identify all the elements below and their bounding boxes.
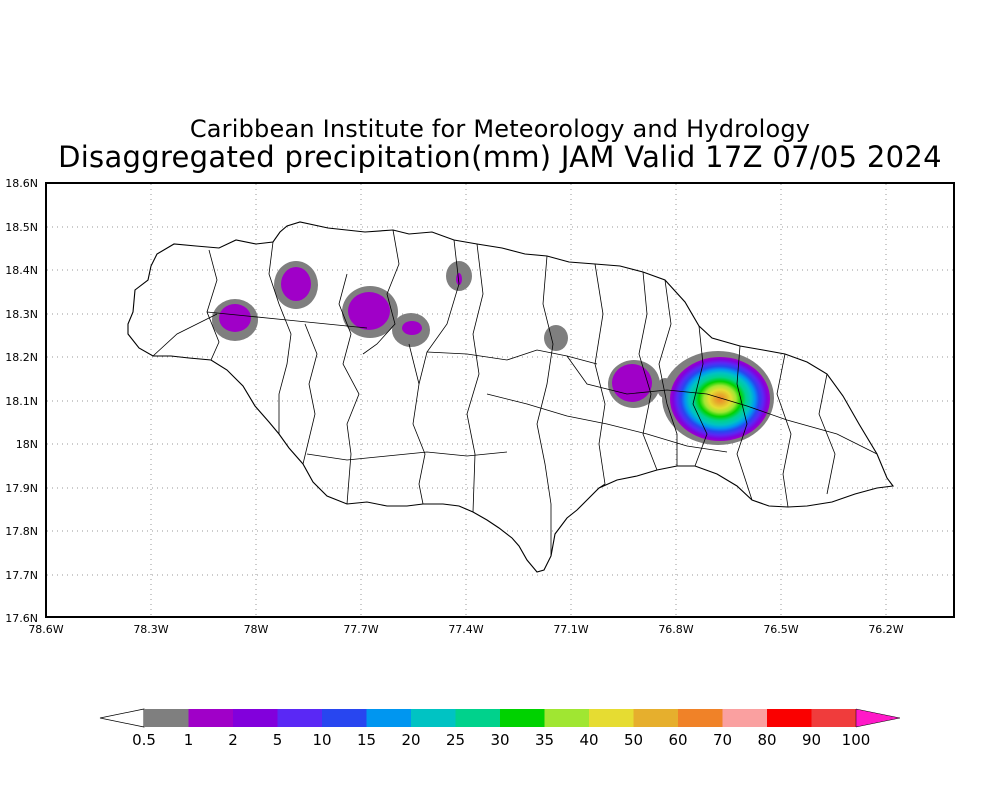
map-plot-area bbox=[45, 182, 955, 618]
colorbar-over-arrow bbox=[855, 708, 901, 728]
map-title: Disaggregated precipitation(mm) JAM Vali… bbox=[58, 140, 942, 174]
colorbar-swatch bbox=[811, 709, 856, 727]
y-tick-label: 18.1N bbox=[5, 395, 38, 408]
y-tick-label: 18.5N bbox=[5, 221, 38, 234]
y-tick-label: 17.6N bbox=[5, 612, 38, 625]
colorbar-swatch bbox=[722, 709, 767, 727]
y-tick-label: 17.8N bbox=[5, 525, 38, 538]
colorbar-swatch bbox=[589, 709, 634, 727]
y-tick-label: 18.4N bbox=[5, 264, 38, 277]
institute-title: Caribbean Institute for Meteorology and … bbox=[189, 115, 811, 143]
precip-cell bbox=[544, 325, 568, 351]
x-tick-label: 76.8W bbox=[658, 623, 694, 636]
x-tick-label: 77.1W bbox=[553, 623, 589, 636]
colorbar-label: 30 bbox=[490, 731, 510, 749]
graticule bbox=[47, 184, 953, 616]
x-tick-label: 78.3W bbox=[133, 623, 169, 636]
colorbar-label: 25 bbox=[445, 731, 466, 749]
colorbar-swatch bbox=[411, 709, 456, 727]
x-tick-label: 78.6W bbox=[28, 623, 64, 636]
colorbar-swatch bbox=[633, 709, 678, 727]
colorbar-swatch bbox=[233, 709, 278, 727]
colorbar-label: 90 bbox=[801, 731, 822, 749]
x-tick-label: 76.2W bbox=[868, 623, 904, 636]
colorbar-label: 35 bbox=[534, 731, 555, 749]
precipitation-cells bbox=[212, 261, 774, 445]
colorbar-label: 20 bbox=[401, 731, 421, 749]
y-tick-label: 18.3N bbox=[5, 308, 38, 321]
colorbar-label: 50 bbox=[623, 731, 644, 749]
colorbar-label: 100 bbox=[841, 731, 871, 749]
x-tick-label: 78W bbox=[243, 623, 269, 636]
colorbar-swatch bbox=[767, 709, 812, 727]
y-tick-label: 18.2N bbox=[5, 351, 38, 364]
colorbar-label: 10 bbox=[312, 731, 332, 749]
y-tick-label: 17.7N bbox=[5, 569, 38, 582]
colorbar-swatch bbox=[678, 709, 723, 727]
colorbar-under-arrow bbox=[99, 708, 145, 728]
colorbar-label: 70 bbox=[712, 731, 733, 749]
colorbar-label: 5 bbox=[272, 731, 283, 749]
y-tick-label: 18N bbox=[15, 438, 38, 451]
colorbar-label: 40 bbox=[579, 731, 599, 749]
colorbar-label: 1 bbox=[183, 731, 194, 749]
colorbar-label: 80 bbox=[757, 731, 777, 749]
colorbar-swatch bbox=[188, 709, 233, 727]
y-tick-label: 17.9N bbox=[5, 482, 38, 495]
y-tick-label: 18.6N bbox=[5, 177, 38, 190]
colorbar-swatch bbox=[544, 709, 589, 727]
colorbar-label: 0.5 bbox=[132, 731, 156, 749]
colorbar-label: 60 bbox=[668, 731, 688, 749]
colorbar-label: 2 bbox=[228, 731, 238, 749]
colorbar-swatch bbox=[500, 709, 545, 727]
x-tick-label: 77.4W bbox=[448, 623, 484, 636]
colorbar-swatch bbox=[277, 709, 322, 727]
jamaica-coastline bbox=[127, 221, 895, 573]
jamaica-precip-map bbox=[47, 184, 953, 616]
colorbar-swatch bbox=[322, 709, 367, 727]
x-tick-label: 76.5W bbox=[763, 623, 799, 636]
colorbar-label: 15 bbox=[356, 731, 377, 749]
colorbar-swatch bbox=[144, 709, 189, 727]
x-tick-label: 77.7W bbox=[343, 623, 379, 636]
colorbar-swatch bbox=[455, 709, 500, 727]
colorbar-swatch bbox=[366, 709, 411, 727]
colorbar-swatches bbox=[144, 709, 856, 727]
parish-boundaries bbox=[152, 229, 878, 556]
